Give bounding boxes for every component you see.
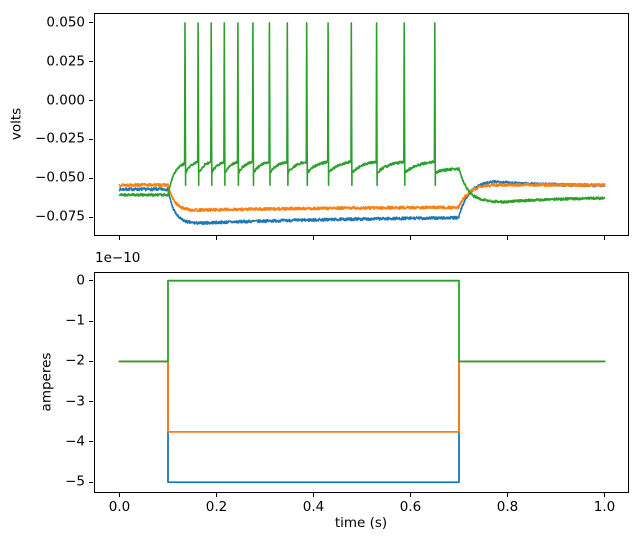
injected-current-x-tick [604, 493, 605, 497]
injected-current-plot-area [94, 272, 629, 493]
injected-current-y-tick-label: 0 [76, 271, 85, 288]
injected-current-x-tick [410, 493, 411, 497]
injected-current-x-tick-label: 1.0 [593, 499, 616, 515]
membrane-voltage-y-tick-label: −0.075 [35, 208, 85, 225]
current-axis-offset-text: 1e−10 [95, 250, 141, 266]
current-y-axis-label: amperes [38, 352, 55, 412]
voltage-trace-orange [118, 182, 606, 213]
injected-current-y-tick [89, 401, 93, 403]
current-step-green [118, 279, 606, 363]
injected-current-y-tick [89, 481, 93, 483]
injected-current-y-tick-label: −2 [65, 352, 85, 369]
membrane-voltage-y-tick [89, 61, 93, 63]
membrane-voltage-y-tick-label: 0.025 [46, 53, 85, 69]
voltage-y-axis-label: volts [8, 107, 25, 141]
membrane-voltage-y-tick-label: 0.000 [46, 91, 85, 108]
injected-current-x-tick-label: 0.4 [302, 499, 325, 515]
injected-current-y-tick-label: −5 [65, 473, 85, 490]
injected-current-y-tick-label: −1 [65, 312, 85, 329]
injected-current-axes-frame [94, 272, 629, 493]
time-x-axis-label: time (s) [334, 515, 388, 531]
injected-current-y-tick [89, 441, 93, 443]
voltage-trace-green [118, 22, 606, 204]
injected-current-y-tick [89, 280, 93, 282]
current-axes [94, 272, 629, 493]
voltage-axes [94, 13, 629, 236]
current-step-blue [118, 360, 606, 484]
membrane-voltage-y-tick-label: 0.050 [46, 14, 85, 31]
membrane-voltage-y-tick-label: −0.050 [35, 169, 85, 186]
membrane-voltage-x-tick [313, 236, 314, 240]
injected-current-x-tick-label: 0.6 [399, 499, 422, 515]
membrane-voltage-x-tick [216, 236, 217, 240]
membrane-voltage-y-tick [89, 138, 93, 140]
membrane-voltage-y-tick [89, 216, 93, 218]
membrane-voltage-axes-frame [94, 13, 629, 236]
membrane-voltage-x-tick [604, 236, 605, 240]
membrane-voltage-y-tick [89, 100, 93, 102]
injected-current-y-tick-label: −4 [65, 433, 85, 450]
injected-current-x-tick [119, 493, 120, 497]
injected-current-x-tick-label: 0.0 [108, 499, 131, 515]
membrane-voltage-y-tick [89, 22, 93, 24]
injected-current-x-tick [313, 493, 314, 497]
current-step-orange [118, 360, 606, 433]
injected-current-y-tick [89, 360, 93, 362]
injected-current-y-tick-label: −3 [65, 392, 85, 409]
injected-current-x-tick [507, 493, 508, 497]
membrane-voltage-x-tick [119, 236, 120, 240]
membrane-voltage-y-tick-label: −0.025 [35, 130, 85, 147]
injected-current-y-tick [89, 320, 93, 322]
membrane-voltage-x-tick [507, 236, 508, 240]
injected-current-x-tick-label: 0.2 [205, 499, 228, 515]
membrane-voltage-y-tick [89, 177, 93, 179]
membrane-voltage-plot-area [94, 13, 629, 236]
injected-current-x-tick [216, 493, 217, 497]
membrane-voltage-x-tick [410, 236, 411, 240]
voltage-trace-blue [118, 179, 606, 226]
injected-current-x-tick-label: 0.8 [496, 499, 519, 515]
